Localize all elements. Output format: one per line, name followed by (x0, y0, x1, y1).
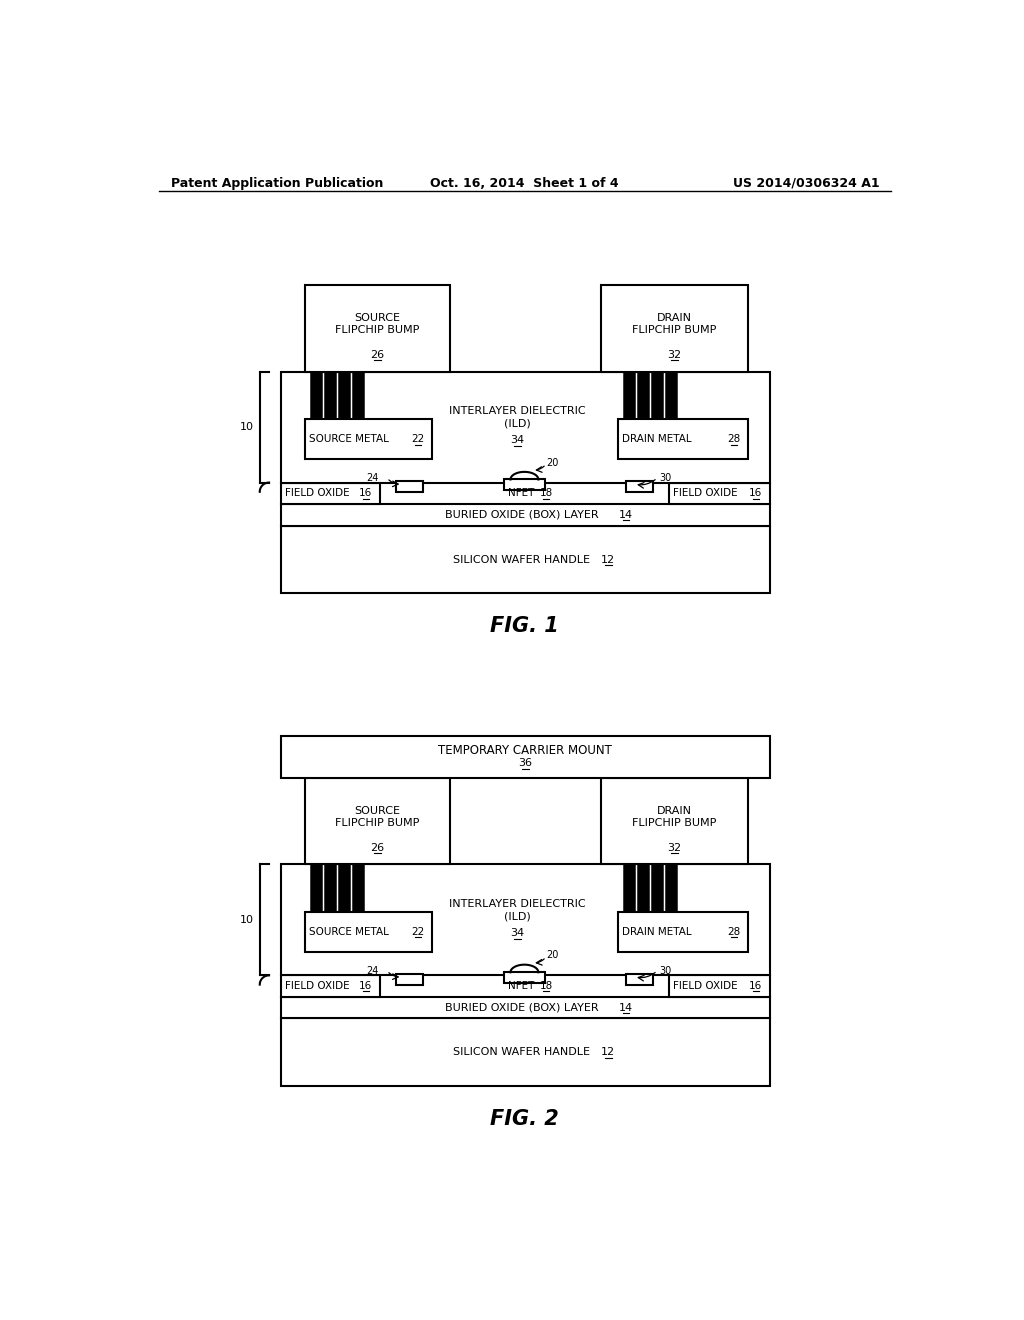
Text: Patent Application Publication: Patent Application Publication (171, 177, 383, 190)
Text: 24: 24 (367, 966, 379, 975)
Bar (281, 737, 770, 779)
Text: DRAIN METAL: DRAIN METAL (622, 927, 697, 937)
Text: 18: 18 (540, 981, 553, 991)
Bar (305, 779, 450, 865)
Text: 32: 32 (668, 350, 681, 360)
Bar (601, 285, 748, 372)
Text: NFET: NFET (508, 488, 541, 499)
Text: 30: 30 (659, 473, 672, 483)
Bar (281, 525, 770, 594)
Text: SOURCE
FLIPCHIP BUMP: SOURCE FLIPCHIP BUMP (335, 313, 420, 335)
Bar (281, 1019, 770, 1086)
Text: DRAIN
FLIPCHIP BUMP: DRAIN FLIPCHIP BUMP (632, 805, 717, 828)
Bar (504, 479, 545, 490)
Bar (617, 912, 748, 952)
Text: NFET: NFET (508, 981, 541, 991)
Bar (305, 912, 432, 952)
Text: 20: 20 (546, 458, 558, 467)
Text: 16: 16 (750, 981, 763, 991)
Text: 14: 14 (618, 510, 633, 520)
Text: FIELD OXIDE: FIELD OXIDE (673, 981, 744, 991)
Text: SOURCE
FLIPCHIP BUMP: SOURCE FLIPCHIP BUMP (335, 805, 420, 828)
Text: 34: 34 (510, 436, 524, 445)
Text: FIELD OXIDE: FIELD OXIDE (285, 981, 355, 991)
Text: 32: 32 (668, 842, 681, 853)
Text: 16: 16 (359, 981, 373, 991)
Bar (617, 420, 748, 459)
Text: SOURCE METAL: SOURCE METAL (308, 927, 395, 937)
Text: 26: 26 (370, 842, 384, 853)
Text: 22: 22 (412, 927, 425, 937)
Text: Oct. 16, 2014  Sheet 1 of 4: Oct. 16, 2014 Sheet 1 of 4 (430, 177, 620, 190)
Bar (281, 483, 380, 504)
Bar (281, 865, 770, 975)
Text: INTERLAYER DIELECTRIC
(ILD): INTERLAYER DIELECTRIC (ILD) (450, 899, 586, 921)
Text: FIELD OXIDE: FIELD OXIDE (673, 488, 744, 499)
Text: 34: 34 (510, 928, 524, 939)
Bar (627, 480, 653, 492)
Text: TEMPORARY CARRIER MOUNT: TEMPORARY CARRIER MOUNT (438, 744, 612, 758)
Text: 28: 28 (727, 927, 740, 937)
Bar (669, 975, 770, 997)
Text: 26: 26 (370, 350, 384, 360)
Bar (281, 504, 770, 525)
Text: DRAIN METAL: DRAIN METAL (622, 434, 697, 445)
Text: 16: 16 (750, 488, 763, 499)
Text: 12: 12 (601, 1047, 615, 1057)
Text: FIELD OXIDE: FIELD OXIDE (285, 488, 355, 499)
Text: 16: 16 (359, 488, 373, 499)
Bar (627, 974, 653, 985)
Bar (669, 483, 770, 504)
Text: 10: 10 (240, 915, 254, 925)
Bar (305, 420, 432, 459)
Bar (281, 372, 770, 483)
Text: 36: 36 (518, 758, 532, 768)
Text: 14: 14 (618, 1003, 633, 1012)
Text: US 2014/0306324 A1: US 2014/0306324 A1 (733, 177, 880, 190)
Bar (396, 974, 423, 985)
Text: SILICON WAFER HANDLE: SILICON WAFER HANDLE (454, 1047, 597, 1057)
Text: 12: 12 (601, 554, 615, 565)
Text: SOURCE METAL: SOURCE METAL (308, 434, 395, 445)
Text: BURIED OXIDE (BOX) LAYER: BURIED OXIDE (BOX) LAYER (444, 1003, 605, 1012)
Text: 20: 20 (546, 950, 558, 961)
Bar (504, 973, 545, 983)
Bar (281, 975, 380, 997)
Bar (601, 779, 748, 865)
Text: INTERLAYER DIELECTRIC
(ILD): INTERLAYER DIELECTRIC (ILD) (450, 407, 586, 428)
Text: FIG. 1: FIG. 1 (490, 616, 559, 636)
Text: 22: 22 (412, 434, 425, 445)
Text: 10: 10 (240, 422, 254, 432)
Text: SILICON WAFER HANDLE: SILICON WAFER HANDLE (454, 554, 597, 565)
Text: 18: 18 (540, 488, 553, 499)
Text: 30: 30 (659, 966, 672, 975)
Text: 28: 28 (727, 434, 740, 445)
Text: DRAIN
FLIPCHIP BUMP: DRAIN FLIPCHIP BUMP (632, 313, 717, 335)
Text: FIG. 2: FIG. 2 (490, 1109, 559, 1129)
Text: 24: 24 (367, 473, 379, 483)
Bar (396, 480, 423, 492)
Bar (281, 997, 770, 1019)
Bar (305, 285, 450, 372)
Text: BURIED OXIDE (BOX) LAYER: BURIED OXIDE (BOX) LAYER (444, 510, 605, 520)
